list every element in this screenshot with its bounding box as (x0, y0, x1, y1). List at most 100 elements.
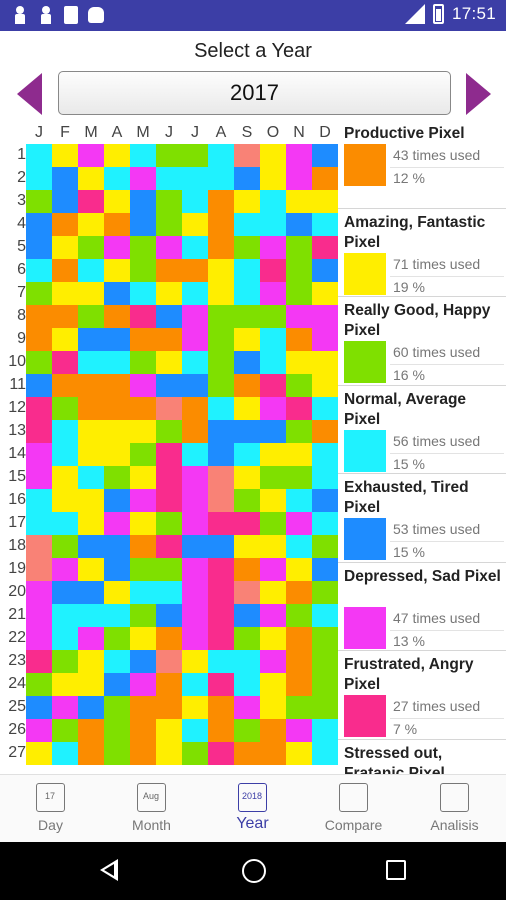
day-pixel[interactable] (78, 512, 104, 535)
day-pixel[interactable] (234, 696, 260, 719)
day-pixel[interactable] (312, 328, 338, 351)
day-pixel[interactable] (260, 167, 286, 190)
day-pixel[interactable] (234, 466, 260, 489)
day-pixel[interactable] (182, 144, 208, 167)
day-pixel[interactable] (52, 397, 78, 420)
day-pixel[interactable] (78, 558, 104, 581)
day-pixel[interactable] (182, 581, 208, 604)
day-pixel[interactable] (156, 466, 182, 489)
day-pixel[interactable] (52, 167, 78, 190)
day-pixel[interactable] (78, 719, 104, 742)
day-pixel[interactable] (208, 144, 234, 167)
day-pixel[interactable] (78, 351, 104, 374)
day-pixel[interactable] (156, 167, 182, 190)
day-pixel[interactable] (26, 397, 52, 420)
day-pixel[interactable] (234, 420, 260, 443)
day-pixel[interactable] (208, 236, 234, 259)
day-pixel[interactable] (182, 535, 208, 558)
day-pixel[interactable] (78, 581, 104, 604)
day-pixel[interactable] (208, 742, 234, 765)
day-pixel[interactable] (104, 489, 130, 512)
day-pixel[interactable] (286, 489, 312, 512)
day-pixel[interactable] (182, 420, 208, 443)
day-pixel[interactable] (208, 328, 234, 351)
day-pixel[interactable] (26, 167, 52, 190)
day-pixel[interactable] (286, 282, 312, 305)
day-pixel[interactable] (52, 190, 78, 213)
day-pixel[interactable] (208, 443, 234, 466)
day-pixel[interactable] (104, 696, 130, 719)
day-pixel[interactable] (208, 351, 234, 374)
day-pixel[interactable] (130, 259, 156, 282)
day-pixel[interactable] (52, 282, 78, 305)
year-selector[interactable]: 2017 (58, 71, 451, 115)
day-pixel[interactable] (26, 236, 52, 259)
day-pixel[interactable] (130, 489, 156, 512)
day-pixel[interactable] (312, 696, 338, 719)
day-pixel[interactable] (156, 190, 182, 213)
day-pixel[interactable] (312, 397, 338, 420)
day-pixel[interactable] (156, 213, 182, 236)
day-pixel[interactable] (130, 581, 156, 604)
day-pixel[interactable] (130, 213, 156, 236)
day-pixel[interactable] (260, 466, 286, 489)
day-pixel[interactable] (156, 443, 182, 466)
day-pixel[interactable] (130, 443, 156, 466)
day-pixel[interactable] (104, 558, 130, 581)
day-pixel[interactable] (26, 604, 52, 627)
day-pixel[interactable] (130, 236, 156, 259)
day-pixel[interactable] (312, 604, 338, 627)
day-pixel[interactable] (52, 213, 78, 236)
day-pixel[interactable] (260, 374, 286, 397)
day-pixel[interactable] (26, 558, 52, 581)
day-pixel[interactable] (130, 673, 156, 696)
day-pixel[interactable] (130, 282, 156, 305)
day-pixel[interactable] (52, 489, 78, 512)
day-pixel[interactable] (312, 167, 338, 190)
day-pixel[interactable] (312, 535, 338, 558)
day-pixel[interactable] (234, 673, 260, 696)
day-pixel[interactable] (26, 190, 52, 213)
day-pixel[interactable] (156, 144, 182, 167)
year-pixel-grid[interactable] (26, 144, 338, 774)
day-pixel[interactable] (130, 604, 156, 627)
day-pixel[interactable] (182, 213, 208, 236)
day-pixel[interactable] (26, 742, 52, 765)
day-pixel[interactable] (78, 466, 104, 489)
day-pixel[interactable] (208, 627, 234, 650)
day-pixel[interactable] (182, 282, 208, 305)
day-pixel[interactable] (130, 512, 156, 535)
day-pixel[interactable] (260, 213, 286, 236)
day-pixel[interactable] (130, 328, 156, 351)
day-pixel[interactable] (52, 466, 78, 489)
day-pixel[interactable] (52, 443, 78, 466)
day-pixel[interactable] (182, 604, 208, 627)
day-pixel[interactable] (182, 696, 208, 719)
day-pixel[interactable] (260, 512, 286, 535)
day-pixel[interactable] (104, 581, 130, 604)
recent-apps-icon[interactable] (386, 860, 406, 880)
day-pixel[interactable] (286, 328, 312, 351)
day-pixel[interactable] (286, 397, 312, 420)
day-pixel[interactable] (312, 190, 338, 213)
day-pixel[interactable] (312, 374, 338, 397)
day-pixel[interactable] (312, 466, 338, 489)
day-pixel[interactable] (208, 397, 234, 420)
day-pixel[interactable] (26, 328, 52, 351)
day-pixel[interactable] (234, 512, 260, 535)
day-pixel[interactable] (182, 719, 208, 742)
day-pixel[interactable] (26, 719, 52, 742)
home-icon[interactable] (242, 859, 266, 883)
day-pixel[interactable] (312, 443, 338, 466)
day-pixel[interactable] (208, 374, 234, 397)
day-pixel[interactable] (26, 627, 52, 650)
next-year-arrow-icon[interactable] (466, 73, 491, 115)
day-pixel[interactable] (260, 144, 286, 167)
day-pixel[interactable] (286, 466, 312, 489)
day-pixel[interactable] (52, 259, 78, 282)
day-pixel[interactable] (52, 328, 78, 351)
day-pixel[interactable] (182, 558, 208, 581)
day-pixel[interactable] (260, 351, 286, 374)
day-pixel[interactable] (312, 420, 338, 443)
day-pixel[interactable] (286, 742, 312, 765)
